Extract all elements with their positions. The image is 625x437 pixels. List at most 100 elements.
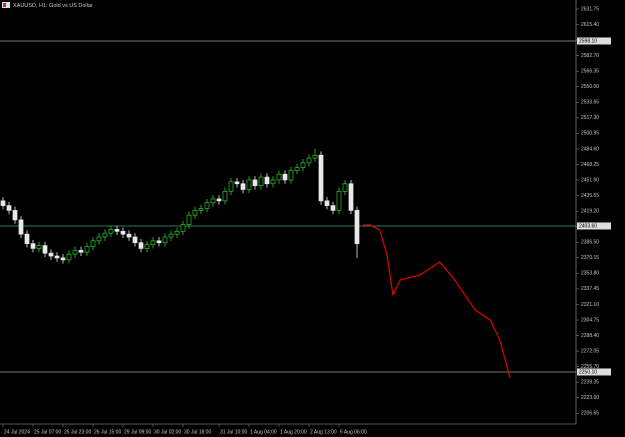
candle-body (66, 253, 72, 261)
y-tick-label: 2419.20 (581, 208, 599, 214)
candle-body (276, 173, 282, 181)
x-tick-label: 25 Jul 23:00 (64, 429, 91, 435)
candle-body (144, 244, 150, 249)
candle-body (174, 230, 180, 235)
candle-body (138, 242, 144, 249)
y-tick-label: 2500.95 (581, 131, 599, 137)
x-tick-label: 30 Jul 18:00 (184, 429, 211, 435)
candle-body (156, 240, 162, 244)
candle-body (60, 257, 66, 261)
candle-body (120, 230, 126, 235)
candle-body (42, 245, 48, 254)
candle-body (132, 236, 138, 244)
candle-body (294, 167, 300, 171)
price-level-box (577, 222, 611, 230)
candle-body (168, 233, 174, 238)
candle-body (216, 198, 222, 202)
candle-body (150, 240, 156, 245)
candle-body (12, 210, 18, 221)
candle-body (72, 249, 78, 255)
y-tick-label: 2451.90 (581, 177, 599, 183)
candle-body (0, 200, 6, 206)
candle-body (186, 214, 192, 225)
chart-title: XAUUSD, H1: Gold vs US Dollar (13, 3, 93, 9)
x-tick-label: 30 Jul 02:00 (154, 429, 181, 435)
candle-body (48, 252, 54, 257)
candle-body (204, 202, 210, 209)
candle-body (354, 210, 360, 245)
y-tick-label: 2337.45 (581, 286, 599, 292)
candle-body (264, 176, 270, 185)
x-tick-label: 29 Jul 09:00 (124, 429, 151, 435)
y-tick-label: 2370.15 (581, 255, 599, 261)
candle-body (246, 179, 252, 190)
forecast-line (363, 224, 511, 379)
candle-body (318, 154, 324, 202)
flag-icon (3, 3, 6, 7)
candle-body (30, 243, 36, 249)
y-tick-label: 2239.35 (581, 380, 599, 386)
y-tick-label: 2206.65 (581, 411, 599, 417)
price-level-label: 2598.10 (579, 38, 597, 44)
candle-body (312, 154, 318, 159)
candle-body (324, 200, 330, 206)
y-tick-label: 2223.00 (581, 395, 599, 401)
candle-body (36, 245, 42, 249)
price-level-box (577, 37, 611, 45)
candle-body (198, 208, 204, 211)
candle-body (222, 191, 228, 202)
candle-body (234, 181, 240, 185)
price-level-label: 2250.10 (579, 369, 597, 375)
y-tick-label: 2272.05 (581, 348, 599, 354)
y-tick-label: 2615.40 (581, 22, 599, 28)
y-tick-label: 2566.35 (581, 69, 599, 75)
y-tick-label: 2631.75 (581, 6, 599, 12)
y-tick-label: 2582.70 (581, 53, 599, 59)
candle-body (252, 179, 258, 187)
y-tick-label: 2321.10 (581, 302, 599, 308)
x-tick-label: 31 Jul 10:00 (220, 429, 247, 435)
x-tick-label: 1 Aug 04:00 (250, 429, 277, 435)
price-level-box (577, 368, 611, 376)
candle-body (228, 181, 234, 192)
candle-body (78, 249, 84, 253)
candle-body (126, 233, 132, 238)
candle-body (210, 198, 216, 204)
x-tick-label: 2 Aug 13:00 (310, 429, 337, 435)
candle-body (54, 255, 60, 259)
y-tick-label: 2255.70 (581, 364, 599, 370)
candle-body (336, 191, 342, 211)
candle-body (108, 229, 114, 234)
x-tick-label: 1 Aug 20:00 (280, 429, 307, 435)
x-tick-label: 26 Jul 15:00 (94, 429, 121, 435)
candle-body (270, 179, 276, 185)
candle-body (300, 162, 306, 168)
candle-body (348, 183, 354, 211)
candle-body (84, 246, 90, 253)
x-tick-label: 25 Jul 07:00 (34, 429, 61, 435)
y-tick-label: 2353.80 (581, 271, 599, 277)
candle-body (90, 240, 96, 247)
candle-body (342, 183, 348, 192)
y-tick-label: 2484.60 (581, 146, 599, 152)
x-tick-label: 5 Aug 06:00 (340, 429, 367, 435)
candle-body (192, 210, 198, 216)
candle-body (330, 205, 336, 211)
candle-body (18, 219, 24, 235)
candle-body (96, 236, 102, 242)
candle-body (102, 232, 108, 238)
candle-body (180, 224, 186, 232)
y-tick-label: 2304.75 (581, 317, 599, 323)
candle-body (6, 205, 12, 211)
candle-body (258, 176, 264, 187)
candle-body (288, 170, 294, 181)
price-level-label: 2403.60 (579, 223, 597, 229)
y-tick-label: 2533.65 (581, 100, 599, 106)
y-tick-label: 2468.25 (581, 162, 599, 168)
candle-body (306, 157, 312, 164)
y-tick-label: 2288.40 (581, 333, 599, 339)
x-tick-label: 24 Jul 2024 (4, 429, 30, 435)
